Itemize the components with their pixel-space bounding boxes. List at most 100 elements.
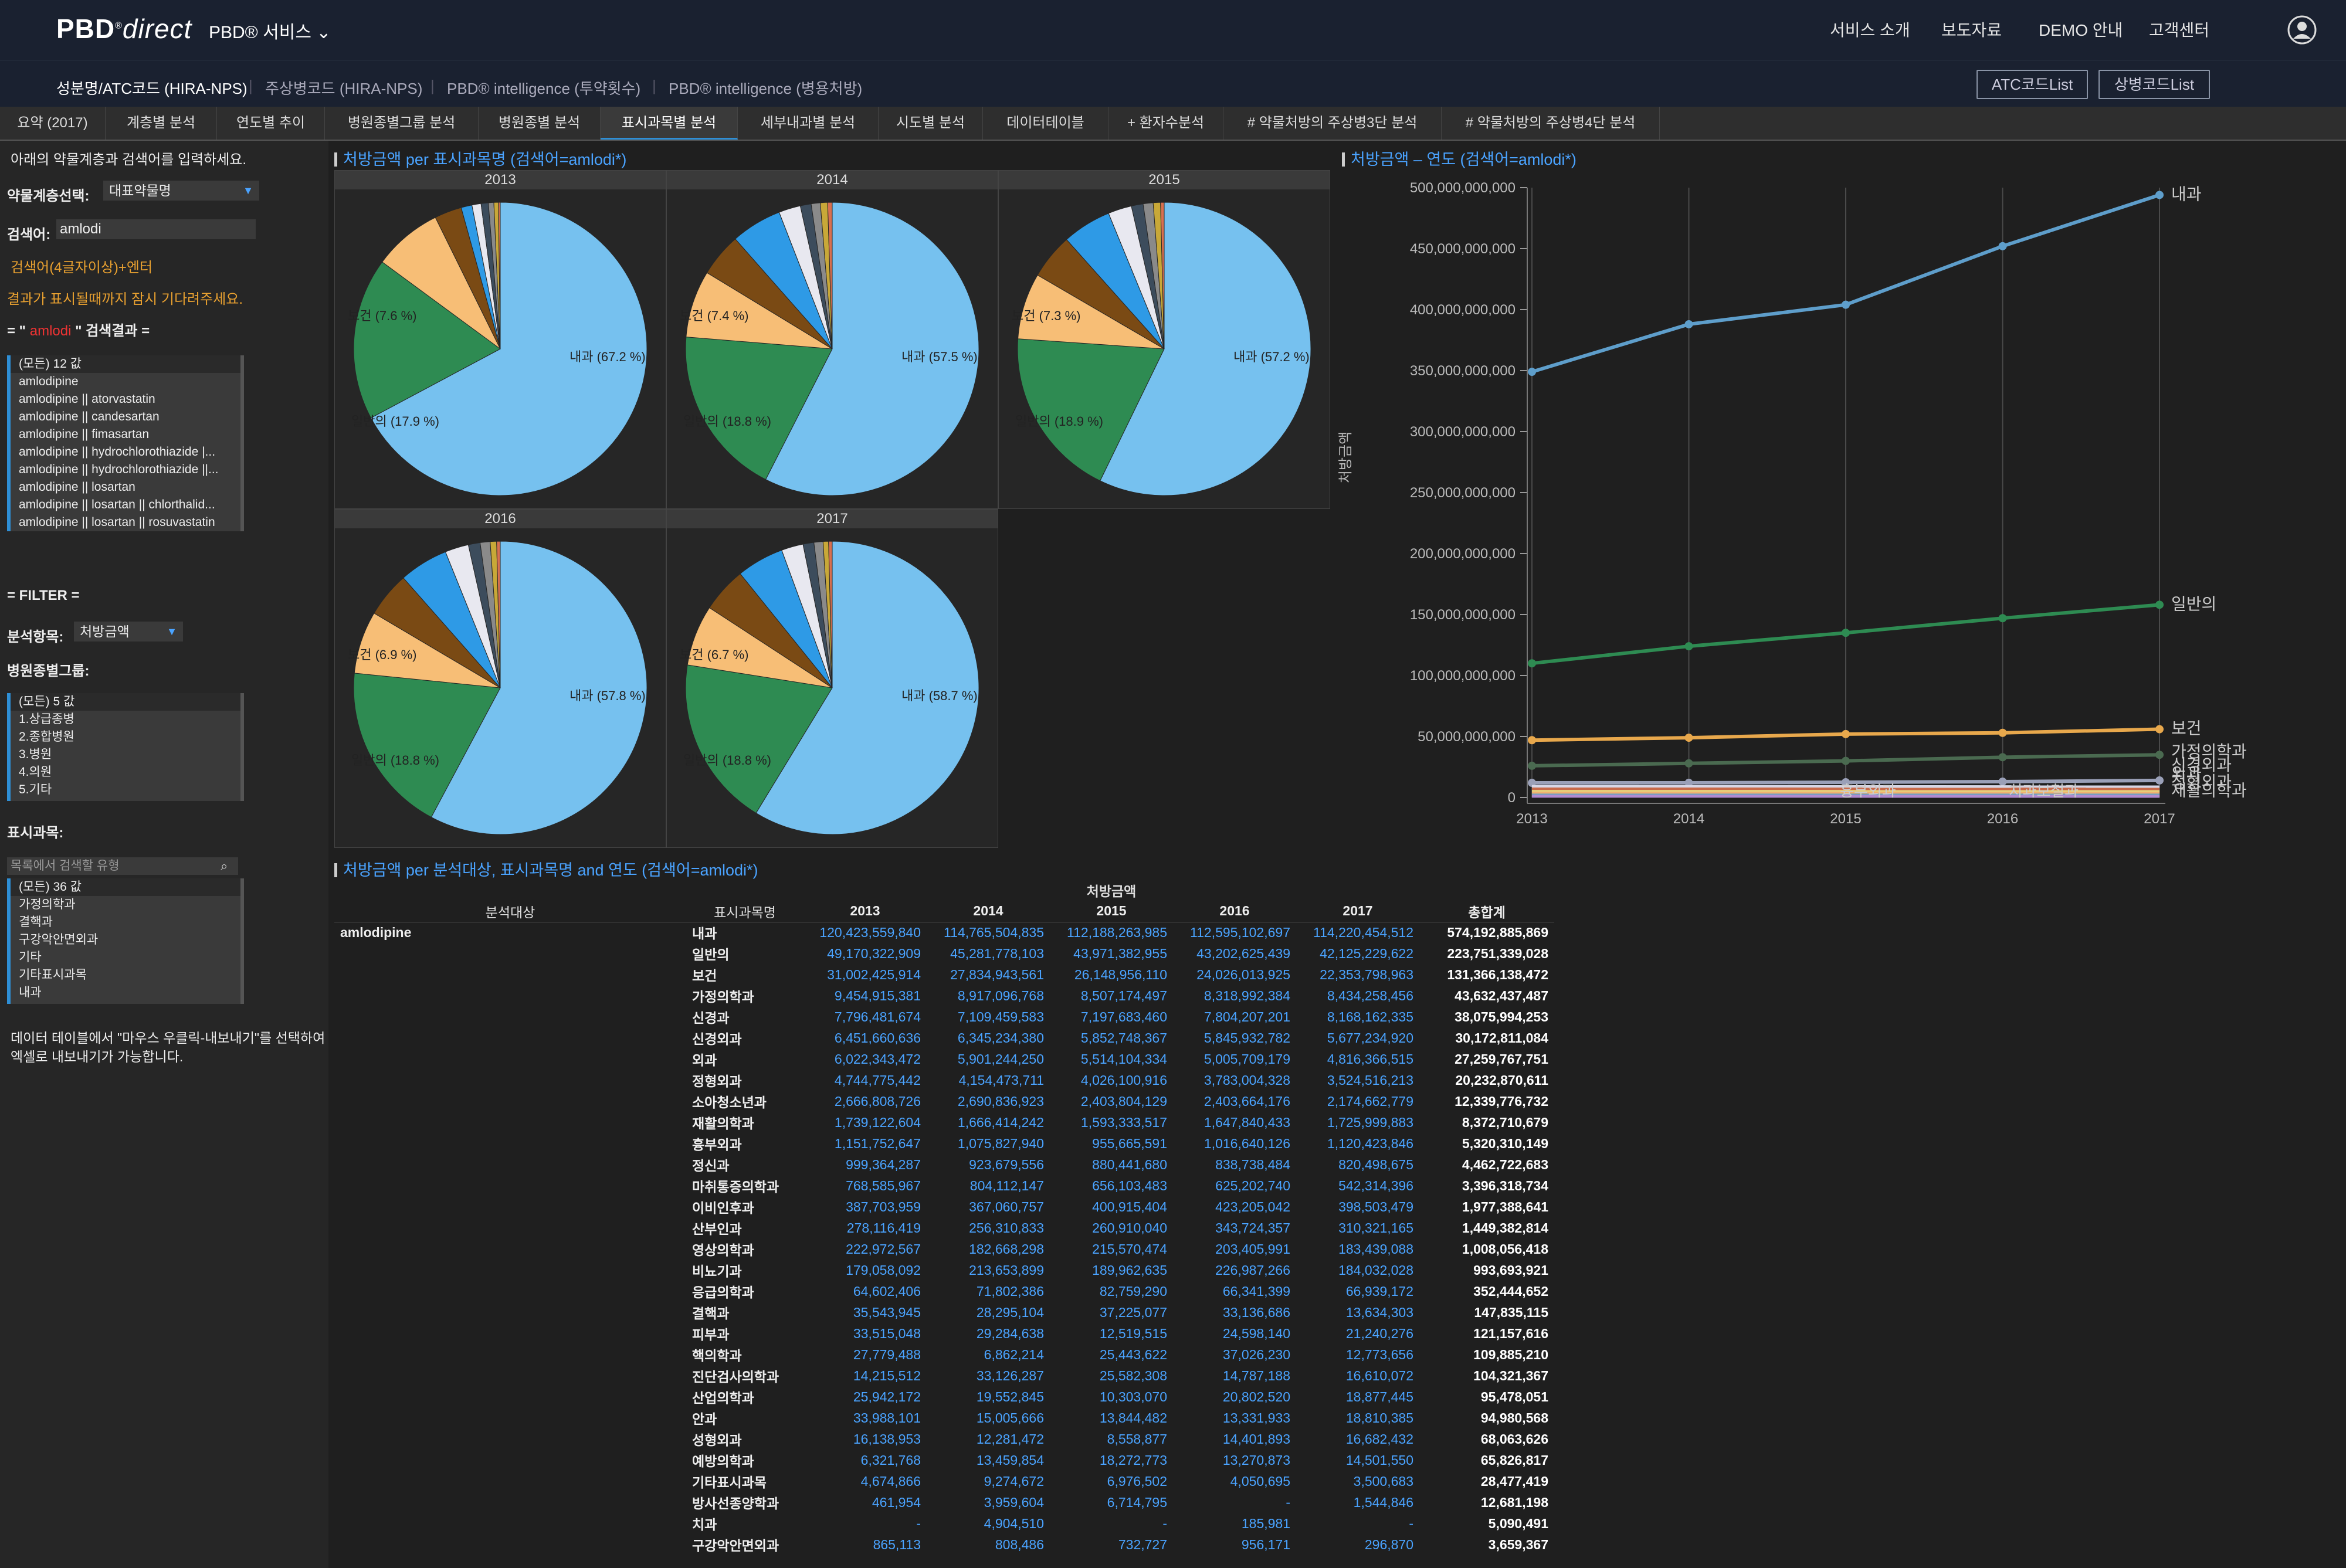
list-item[interactable]: amlodipine || hydrochlorothiazide |... bbox=[19, 445, 216, 459]
data-point[interactable] bbox=[1684, 642, 1693, 651]
item-select[interactable]: 처방금액 ▼ bbox=[74, 622, 183, 642]
tab-disease3[interactable]: # 약물처방의 주상병3단 분석 bbox=[1223, 107, 1442, 140]
service-menu[interactable]: PBD® 서비스 ⌄ bbox=[209, 23, 331, 42]
atc-code-list-button[interactable]: ATC코드List bbox=[1977, 70, 2088, 99]
data-point[interactable] bbox=[2155, 725, 2164, 734]
tab-region[interactable]: 시도별 분석 bbox=[879, 107, 983, 140]
pie-slice[interactable] bbox=[685, 337, 833, 480]
tab-yearly[interactable]: 연도별 추이 bbox=[217, 107, 325, 140]
data-point[interactable] bbox=[2155, 776, 2164, 785]
list-item[interactable]: amlodipine || losartan || rosuvastatin bbox=[19, 515, 215, 529]
data-point[interactable] bbox=[1528, 761, 1536, 770]
subnav-disease-code[interactable]: 주상병코드 (HIRA-NPS) bbox=[265, 80, 423, 97]
nav-link-press[interactable]: 보도자료 bbox=[1941, 21, 2002, 39]
pie-slice[interactable] bbox=[353, 673, 501, 818]
list-item[interactable]: 내과 bbox=[19, 986, 42, 999]
data-point[interactable] bbox=[2155, 751, 2164, 759]
list-item[interactable]: 5.기타 bbox=[19, 783, 52, 796]
table-row: 흉부외과 1,151,752,647 1,075,827,940 955,665,59… bbox=[334, 1133, 1554, 1154]
list-item[interactable]: amlodipine || atorvastatin bbox=[19, 392, 155, 406]
logo[interactable]: PBD®direct bbox=[56, 13, 192, 44]
list-item[interactable]: 기타 bbox=[19, 951, 42, 964]
pie-slice[interactable] bbox=[498, 202, 501, 349]
nav-link-demo[interactable]: DEMO 안내 bbox=[2039, 21, 2123, 39]
data-point[interactable] bbox=[1528, 659, 1536, 668]
pie-slice[interactable] bbox=[353, 262, 501, 419]
list-item[interactable]: amlodipine bbox=[19, 375, 79, 388]
pie-slice[interactable] bbox=[828, 541, 833, 688]
list-item[interactable]: (모든) 12 값 bbox=[11, 355, 240, 373]
result-list[interactable]: (모든) 12 값 amlodipine amlodipine || atorvas… bbox=[7, 355, 244, 531]
list-item[interactable]: amlodipine || losartan || chlorthalid... bbox=[19, 498, 215, 511]
list-item[interactable]: 4.의원 bbox=[19, 765, 52, 779]
tab-internal-sub[interactable]: 세부내과별 분석 bbox=[738, 107, 879, 140]
pie-slice[interactable] bbox=[827, 202, 833, 349]
subnav-ingredient-atc[interactable]: 성분명/ATC코드 (HIRA-NPS) bbox=[56, 80, 248, 97]
tab-department[interactable]: 표시과목별 분석 bbox=[601, 107, 738, 140]
list-item[interactable]: amlodipine || fimasartan bbox=[19, 427, 150, 441]
tab-hierarchy[interactable]: 계층별 분석 bbox=[106, 107, 217, 140]
list-item[interactable]: 기타표시과목 bbox=[19, 968, 87, 982]
data-point[interactable] bbox=[1842, 778, 1850, 786]
data-point[interactable] bbox=[1842, 300, 1850, 309]
nav-link-about[interactable]: 서비스 소개 bbox=[1830, 21, 1910, 39]
data-point[interactable] bbox=[1684, 734, 1693, 742]
data-point[interactable] bbox=[1528, 779, 1536, 788]
pie-slice[interactable] bbox=[354, 613, 501, 688]
data-point[interactable] bbox=[1842, 756, 1850, 765]
data-point[interactable] bbox=[1998, 753, 2007, 762]
data-point[interactable] bbox=[1998, 777, 2007, 786]
list-item[interactable]: amlodipine || candesartan bbox=[19, 410, 160, 423]
data-point[interactable] bbox=[1684, 759, 1693, 768]
data-point[interactable] bbox=[1842, 729, 1850, 738]
tab-hospital-group[interactable]: 병원종별그룹 분석 bbox=[325, 107, 479, 140]
level-select[interactable]: 대표약물명 ▼ bbox=[103, 181, 259, 201]
list-item[interactable]: 2.종합병원 bbox=[19, 730, 74, 744]
data-point[interactable] bbox=[2155, 191, 2164, 199]
pie-slice[interactable] bbox=[755, 541, 979, 835]
user-icon[interactable] bbox=[2287, 15, 2317, 45]
data-point[interactable] bbox=[1998, 242, 2007, 250]
pie-slice[interactable] bbox=[381, 217, 501, 349]
list-item[interactable]: 1.상급종병 bbox=[19, 712, 74, 726]
pie-slice[interactable] bbox=[370, 202, 647, 496]
subnav-intel-dose[interactable]: PBD® intelligence (투약횟수) bbox=[447, 80, 641, 97]
list-item[interactable]: 구강악안면외과 bbox=[19, 933, 99, 946]
subnav-intel-combo[interactable]: PBD® intelligence (병용처방) bbox=[669, 80, 863, 97]
list-item[interactable]: 3.병원 bbox=[19, 748, 52, 761]
list-item[interactable]: (모든) 5 값 bbox=[11, 693, 240, 711]
data-point[interactable] bbox=[1998, 614, 2007, 623]
tab-datatable[interactable]: 데이터테이블 bbox=[983, 107, 1108, 140]
nav-link-support[interactable]: 고객센터 bbox=[2149, 21, 2210, 39]
list-item[interactable]: amlodipine || losartan bbox=[19, 480, 135, 494]
data-point[interactable] bbox=[2155, 600, 2164, 609]
pie-slice[interactable] bbox=[1017, 338, 1165, 481]
data-point[interactable] bbox=[1842, 629, 1850, 637]
tab-patients[interactable]: + 환자수분석 bbox=[1108, 107, 1223, 140]
data-point[interactable] bbox=[1528, 736, 1536, 745]
pie-slice[interactable] bbox=[765, 202, 979, 496]
list-item[interactable]: amlodipine || hydrochlorothiazide ||... bbox=[19, 463, 219, 476]
pie-slice[interactable] bbox=[430, 541, 647, 835]
pie-slice[interactable] bbox=[1018, 274, 1165, 349]
pie-slice[interactable] bbox=[685, 664, 833, 814]
search-input[interactable]: amlodi bbox=[56, 219, 256, 239]
hospital-group-list[interactable]: (모든) 5 값 1.상급종병 2.종합병원 3.병원 4.의원 5.기타 bbox=[7, 693, 244, 801]
data-point[interactable] bbox=[1684, 779, 1693, 788]
pie-slice[interactable] bbox=[1160, 202, 1165, 349]
pie-slice[interactable] bbox=[686, 272, 833, 349]
data-point[interactable] bbox=[1684, 320, 1693, 328]
department-search-input[interactable]: 목록에서 검색할 유형 bbox=[7, 857, 238, 875]
data-point[interactable] bbox=[1998, 728, 2007, 737]
pie-slice[interactable] bbox=[496, 541, 501, 688]
data-point[interactable] bbox=[1528, 368, 1536, 376]
disease-code-list-button[interactable]: 상병코드List bbox=[2098, 70, 2210, 99]
list-item[interactable]: 결핵과 bbox=[19, 915, 53, 929]
tab-summary[interactable]: 요약 (2017) bbox=[0, 107, 106, 140]
pie-slice[interactable] bbox=[1100, 202, 1311, 496]
tab-hospital-type[interactable]: 병원종별 분석 bbox=[479, 107, 601, 140]
list-item[interactable]: (모든) 36 값 bbox=[11, 878, 240, 896]
list-item[interactable]: 가정의학과 bbox=[19, 898, 76, 911]
tab-disease4[interactable]: # 약물처방의 주상병4단 분석 bbox=[1442, 107, 1660, 140]
